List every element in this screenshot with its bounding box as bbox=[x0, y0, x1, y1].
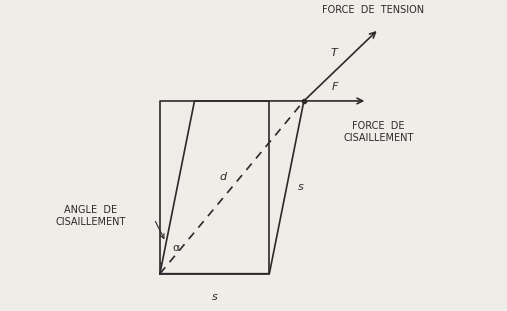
Text: F: F bbox=[332, 82, 339, 92]
Text: α: α bbox=[172, 243, 179, 253]
Text: s: s bbox=[212, 292, 218, 302]
Text: T: T bbox=[330, 49, 337, 58]
Text: ANGLE  DE
CISAILLEMENT: ANGLE DE CISAILLEMENT bbox=[55, 205, 125, 227]
Text: FORCE  DE  TENSION: FORCE DE TENSION bbox=[322, 5, 424, 15]
Text: FORCE  DE
CISAILLEMENT: FORCE DE CISAILLEMENT bbox=[344, 121, 414, 143]
Text: d: d bbox=[220, 172, 227, 182]
Text: s: s bbox=[298, 182, 304, 192]
